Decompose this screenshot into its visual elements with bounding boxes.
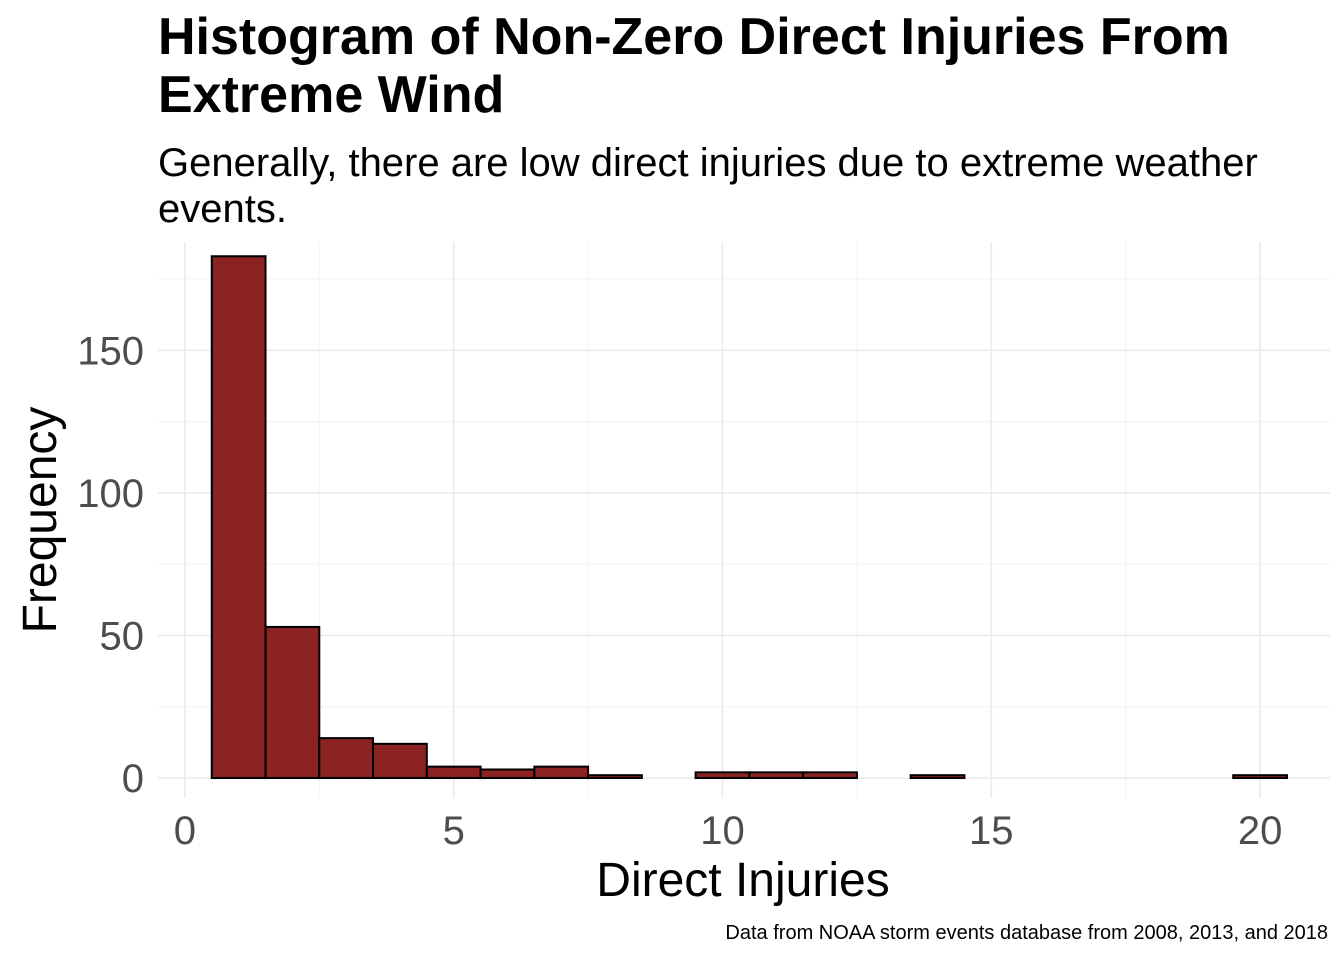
histogram-bar [802,771,858,780]
histogram-bar [425,765,482,780]
histogram-bar [587,774,643,780]
histogram-bar [372,742,428,780]
histogram-bar [694,771,751,780]
histogram-bar [264,625,321,780]
x-tick-label: 20 [1238,809,1283,853]
y-axis-title: Frequency [14,407,67,634]
x-tick-label: 10 [700,809,745,853]
x-tick-label: 0 [174,809,196,853]
y-axis-ticks: 0 50 100 150 [77,329,144,801]
major-gridlines [158,242,1330,798]
histogram-bar [533,765,590,780]
y-tick-label: 100 [77,472,144,516]
histogram-bar [479,768,536,780]
x-axis-ticks: 0 5 10 15 20 [174,809,1283,853]
histogram-bar [748,771,805,780]
y-tick-label: 0 [122,757,144,801]
y-tick-label: 50 [100,614,145,658]
histogram-bar [1232,774,1288,780]
chart-title: Histogram of Non-Zero Direct Injuries Fr… [158,8,1230,124]
chart-subtitle: Generally, there are low direct injuries… [158,141,1258,231]
x-axis-title: Direct Injuries [596,854,889,907]
histogram-bar [909,774,966,780]
y-tick-label: 150 [77,329,144,373]
histogram-bar [210,255,267,780]
histogram-bar [318,737,375,780]
minor-gridlines [158,242,1330,798]
x-tick-label: 15 [969,809,1014,853]
histogram-bars [210,255,1288,780]
x-tick-label: 5 [443,809,465,853]
chart-caption: Data from NOAA storm events database fro… [725,922,1328,944]
